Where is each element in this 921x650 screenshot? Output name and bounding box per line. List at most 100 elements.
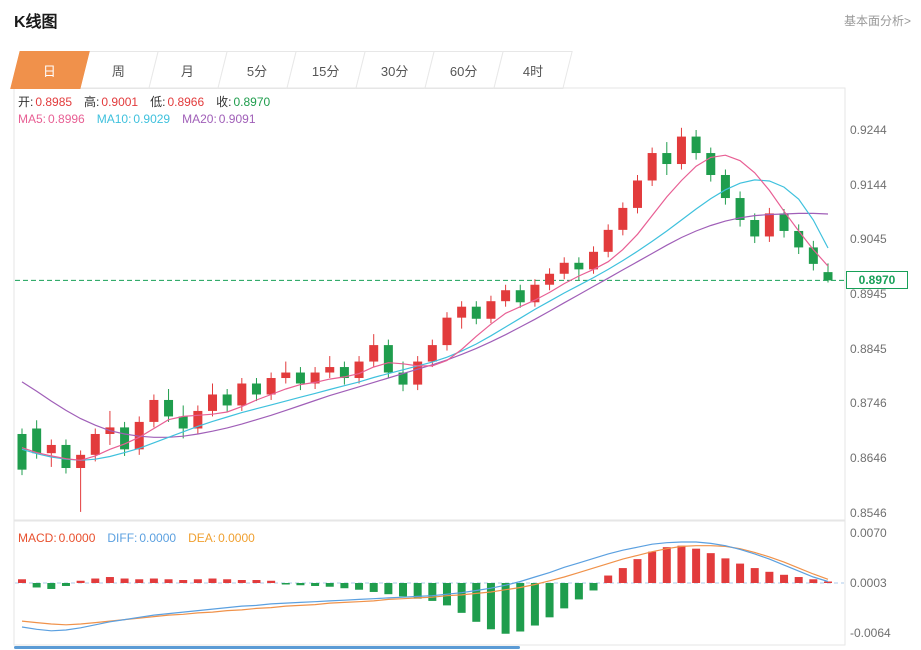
macd-bar bbox=[311, 583, 320, 586]
candle-body bbox=[413, 361, 423, 385]
macd-bar bbox=[545, 583, 554, 618]
candle-body bbox=[442, 317, 452, 346]
macd-bar bbox=[164, 579, 173, 583]
macd-bar bbox=[618, 568, 627, 583]
y-axis-label: 0.8546 bbox=[850, 506, 887, 520]
legend-item: MA5: 0.8996 bbox=[18, 112, 85, 126]
macd-bar bbox=[692, 548, 701, 583]
macd-bar bbox=[750, 568, 759, 583]
macd-bar bbox=[574, 583, 583, 600]
candle-body bbox=[17, 433, 27, 470]
macd-bar bbox=[18, 579, 26, 583]
candle-body bbox=[383, 345, 393, 373]
macd-bar bbox=[252, 580, 261, 583]
macd-bar bbox=[662, 547, 671, 583]
macd-bar bbox=[355, 583, 364, 590]
macd-bar bbox=[428, 583, 437, 601]
ma10-line bbox=[21, 179, 829, 461]
candle-body bbox=[808, 247, 818, 264]
candle-body bbox=[647, 153, 657, 181]
tab-日[interactable]: 日 bbox=[10, 51, 90, 89]
candle-body bbox=[149, 399, 159, 422]
macd-bar bbox=[149, 578, 158, 583]
macd-bar bbox=[516, 583, 525, 632]
candle-body bbox=[603, 229, 613, 252]
candle-body bbox=[427, 345, 437, 362]
candle-body bbox=[354, 361, 364, 379]
candle-body bbox=[325, 367, 335, 373]
macd-bar bbox=[486, 583, 495, 630]
macd-bar bbox=[296, 583, 305, 586]
candle-body bbox=[237, 383, 247, 406]
candle-body bbox=[720, 174, 730, 199]
candle-body bbox=[530, 284, 540, 303]
macd-bar bbox=[91, 578, 100, 583]
y-axis-label: 0.8945 bbox=[850, 287, 887, 302]
candle-body bbox=[691, 136, 701, 154]
macd-bar bbox=[76, 580, 85, 583]
candle-body bbox=[76, 454, 86, 469]
candle-body bbox=[794, 230, 804, 248]
candle-body bbox=[222, 394, 232, 406]
y-axis-label: 0.8845 bbox=[850, 341, 887, 356]
candle-body bbox=[515, 290, 525, 303]
macd-bar bbox=[677, 545, 686, 583]
candle-body bbox=[501, 290, 511, 302]
candle-body bbox=[676, 136, 686, 165]
legend-item: MA20: 0.9091 bbox=[182, 112, 256, 126]
candle-body bbox=[750, 219, 760, 237]
legend-item: DIFF: 0.0000 bbox=[107, 531, 177, 545]
macd-bar bbox=[223, 579, 232, 583]
candle-body bbox=[559, 262, 569, 274]
candle-body bbox=[178, 416, 188, 429]
macd-bar bbox=[780, 574, 789, 583]
candle-body bbox=[823, 272, 833, 281]
candle-body bbox=[471, 306, 481, 319]
macd-bar bbox=[633, 559, 642, 583]
y-axis-label: 0.0003 bbox=[850, 576, 887, 590]
fundamental-analysis-link[interactable]: 基本面分析> bbox=[843, 14, 911, 28]
macd-bar bbox=[706, 553, 715, 583]
ohlc-legend: 开: 0.8985 高: 0.9001 低: 0.8966 收: 0.8970 bbox=[18, 93, 282, 110]
legend-item: DEA: 0.0000 bbox=[188, 531, 255, 545]
candle-body bbox=[662, 153, 672, 165]
ma5-line bbox=[21, 154, 829, 461]
macd-bar bbox=[135, 579, 144, 583]
y-axis-label: 0.0070 bbox=[850, 526, 887, 540]
macd-bar bbox=[384, 583, 393, 595]
legend-item: 开: 0.8985 bbox=[18, 95, 73, 109]
macd-bar bbox=[61, 583, 70, 586]
macd-bar bbox=[530, 583, 539, 626]
macd-bar bbox=[179, 580, 188, 583]
chart-scrollbar[interactable] bbox=[14, 646, 520, 649]
candle-body bbox=[398, 372, 408, 385]
legend-item: 高: 0.9001 bbox=[84, 95, 139, 109]
candle-body bbox=[61, 444, 71, 469]
candle-body bbox=[574, 262, 584, 270]
candle-body bbox=[589, 251, 599, 270]
legend-item: 收: 0.8970 bbox=[216, 95, 271, 109]
candle-body bbox=[251, 383, 261, 395]
macd-bar bbox=[369, 583, 378, 592]
macd-bar bbox=[32, 583, 41, 588]
macd-bar bbox=[809, 579, 818, 583]
y-axis-label: 0.8746 bbox=[850, 396, 887, 411]
ma-legend: MA5: 0.8996 MA10: 0.9029 MA20: 0.9091 bbox=[18, 112, 268, 126]
macd-bar bbox=[589, 583, 598, 591]
macd-bar bbox=[721, 558, 730, 583]
tab-label: 日 bbox=[43, 63, 57, 79]
candle-body bbox=[310, 372, 320, 384]
candle-body bbox=[193, 410, 203, 429]
current-price-badge: 0.8970 bbox=[846, 271, 908, 290]
main-panel-border bbox=[13, 87, 846, 521]
legend-item: MA10: 0.9029 bbox=[96, 112, 171, 126]
macd-bar bbox=[604, 575, 613, 583]
legend-item: MACD: 0.0000 bbox=[18, 531, 96, 545]
candle-body bbox=[457, 306, 467, 318]
candle-body bbox=[545, 273, 555, 285]
macd-bar bbox=[47, 583, 56, 589]
candle-body bbox=[208, 394, 218, 411]
macd-bar bbox=[399, 583, 408, 597]
macd-bar bbox=[267, 580, 276, 583]
